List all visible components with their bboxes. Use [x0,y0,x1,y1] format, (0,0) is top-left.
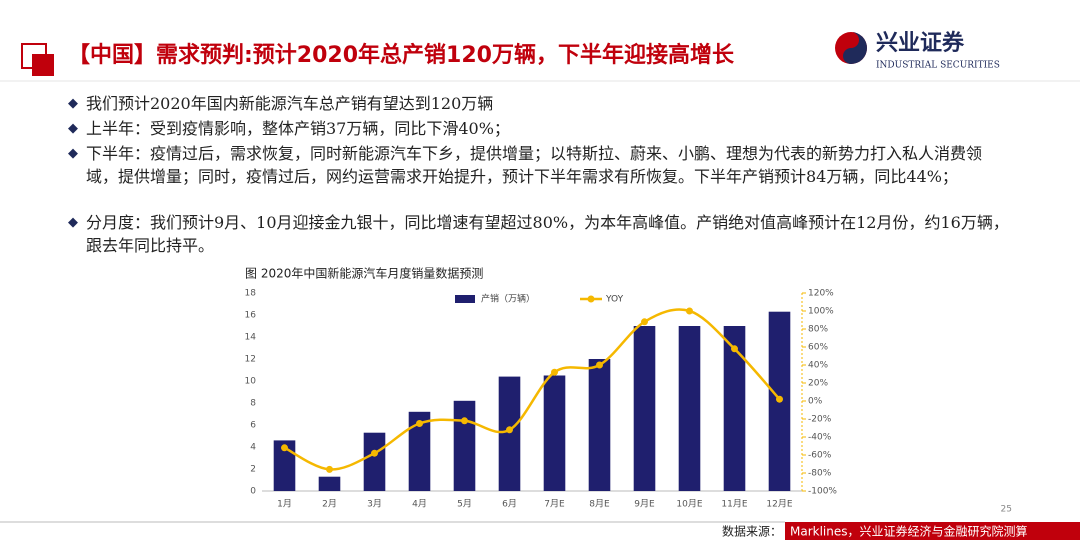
bar [498,376,521,491]
bar [318,476,341,491]
bullet-icon: ◆ [68,215,78,230]
y2-tick-label: 40% [808,361,828,371]
bullet-text: 上半年：受到疫情影响，整体产销37万辆，同比下滑40%； [86,119,510,138]
y2-tick-label: -80% [808,469,832,479]
logo-text: 兴业证券 [876,30,965,56]
bar [633,326,656,491]
x-tick-label: 11月E [721,499,747,510]
x-tick-label: 6月 [502,499,517,510]
point [416,420,423,427]
y2-tick-label: -60% [808,451,832,461]
y-tick-label: 10 [245,377,257,387]
icon [32,54,54,76]
y-tick-label: 16 [245,311,257,321]
bullet: ◆ 我们预计2020年国内新能源汽车总产销有望达到120万辆 [68,92,1013,115]
point [281,444,288,452]
y2-tick-label: 80% [808,325,828,335]
x-tick-label: 10月E [676,499,702,510]
bar [678,326,701,491]
y-tick-label: 4 [250,443,256,453]
bullet: ◆ 分月度：我们预计9月、10月迎接金九银十，同比增速有望超过80%，为本年高峰值… [68,211,1013,257]
footer-bar [785,522,1080,540]
bar [408,411,431,491]
y2-tick-label: -40% [808,433,832,443]
point [326,465,333,473]
y-tick-label: 8 [250,399,256,409]
y2-tick-label: 100% [808,307,834,317]
bullet-text: 下半年：疫情过后，需求恢复，同时新能源汽车下乡，提供增量；以特斯拉、蔚来、小鹏、… [86,144,983,186]
x-tick-label: 3月 [367,499,382,510]
y2-tick-label: -20% [808,415,832,425]
logo-subtext: INDUSTRIAL SECURITIES [876,61,1000,71]
bar [723,326,746,491]
bar [273,440,296,491]
legend-label: 产销（万辆） [481,293,535,305]
bullet: ◆ 下半年：疫情过后，需求恢复，同时新能源汽车下乡，提供增量；以特斯拉、蔚来、小鹏… [68,142,1013,188]
y-tick-label: 2 [250,465,256,475]
page-number: 25 [1001,505,1012,515]
point [461,417,468,425]
point [506,426,513,434]
point [596,361,603,369]
bullet-icon: ◆ [68,121,78,136]
y2-tick-label: -100% [808,487,837,497]
bar [363,432,386,491]
source-text: Marklines，兴业证券经济与金融研究院测算 [790,524,1028,539]
bullet-icon: ◆ [68,146,78,161]
y2-tick-label: 120% [808,289,834,299]
x-tick-label: 9月E [634,499,655,510]
legend-swatch [587,295,595,303]
y-tick-label: 18 [245,289,257,299]
bullet-text: 分月度：我们预计9月、10月迎接金九银十，同比增速有望超过80%，为本年高峰值。… [86,213,1009,255]
legend-label: YOY [605,295,624,305]
line [283,308,781,471]
bullet: ◆ 上半年：受到疫情影响，整体产销37万辆，同比下滑40%； [68,117,1013,140]
title: 【中国】需求预判:预计2020年总产销120万辆，下半年迎接高增长 [68,42,735,68]
y2-tick-label: 0% [808,397,823,407]
x-tick-label: 2月 [322,499,337,510]
source-label: 数据来源： [722,524,782,539]
bar [453,400,476,491]
y-tick-label: 0 [250,487,256,497]
x-tick-label: 5月 [457,499,472,510]
point [551,368,558,376]
point [731,345,738,353]
point [371,449,378,457]
legend-swatch [455,295,475,303]
y-tick-label: 6 [250,421,256,431]
x-tick-label: 8月E [589,499,610,510]
bar [588,359,611,491]
point [686,307,693,315]
x-tick-label: 12月E [766,499,792,510]
bullet-icon: ◆ [68,96,78,111]
x-tick-label: 7月E [544,499,565,510]
bar [543,375,566,491]
chart-title: 图 2020年中国新能源汽车月度销量数据预测 [245,266,483,281]
y-tick-label: 12 [245,355,256,365]
bullet-text: 我们预计2020年国内新能源汽车总产销有望达到120万辆 [86,94,494,113]
logo-mark [843,32,867,64]
x-tick-label: 4月 [412,499,427,510]
y2-tick-label: 60% [808,343,828,353]
point [641,318,648,326]
x-tick-label: 1月 [277,499,292,510]
y2-tick-label: 20% [808,379,828,389]
y-tick-label: 14 [245,333,257,343]
point [776,395,783,403]
